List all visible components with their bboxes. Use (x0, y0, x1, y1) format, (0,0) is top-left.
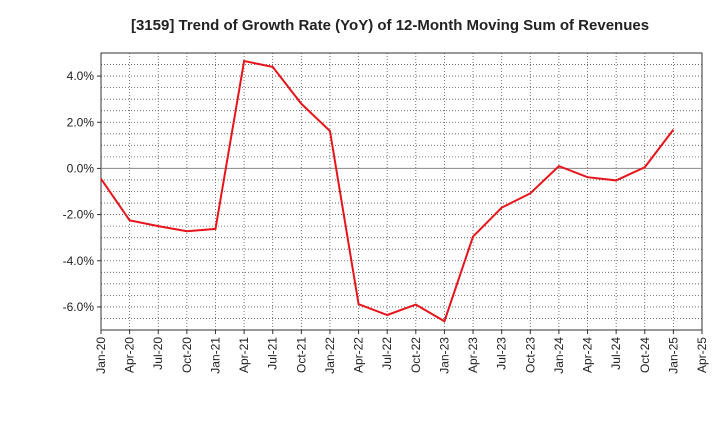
x-tick-label: Jan-22 (323, 337, 337, 374)
y-tick-label: -2.0% (63, 208, 95, 222)
x-tick-label: Jan-24 (552, 337, 566, 374)
chart-title: [3159] Trend of Growth Rate (YoY) of 12-… (131, 17, 649, 34)
x-tick-label: Jul-20 (151, 337, 165, 370)
x-tick-label: Apr-20 (123, 337, 137, 373)
y-tick-label: 4.0% (67, 69, 95, 83)
x-tick-label: Jul-24 (609, 337, 623, 370)
y-tick-label: 2.0% (67, 115, 95, 129)
x-tick-label: Apr-23 (466, 337, 480, 373)
x-tick-label: Jan-23 (437, 337, 451, 374)
x-tick-label: Jul-23 (495, 337, 509, 370)
x-tick-label: Jan-20 (94, 337, 108, 374)
y-tick-label: -4.0% (63, 254, 95, 268)
y-tick-label: 0.0% (67, 161, 95, 175)
x-tick-label: Jan-21 (208, 337, 222, 374)
x-tick-label: Oct-23 (523, 337, 537, 373)
plot-area (100, 52, 703, 331)
x-tick-label: Oct-21 (294, 337, 308, 373)
x-axis: Jan-20 Apr-20 Jul-20 Oct-20 Jan-21 Apr-21 Jul-… (94, 330, 709, 374)
series-layer (100, 59, 675, 323)
x-tick-label: Oct-22 (409, 337, 423, 373)
x-tick-label: Apr-22 (352, 337, 366, 373)
x-tick-label: Jan-25 (666, 337, 680, 374)
x-tick-label: Oct-24 (638, 337, 652, 373)
x-tick-label: Jul-22 (380, 337, 394, 370)
x-tick-label: Oct-20 (180, 337, 194, 373)
y-tick-label: -6.0% (63, 300, 95, 314)
grid (101, 53, 702, 330)
x-tick-label: Apr-24 (581, 337, 595, 373)
x-tick-label: Apr-21 (237, 337, 251, 373)
x-tick-label: Apr-25 (695, 337, 709, 373)
y-axis: 4.0% 2.0% 0.0% -2.0% -4.0% -6.0% (63, 69, 101, 314)
x-tick-label: Jul-21 (266, 337, 280, 370)
